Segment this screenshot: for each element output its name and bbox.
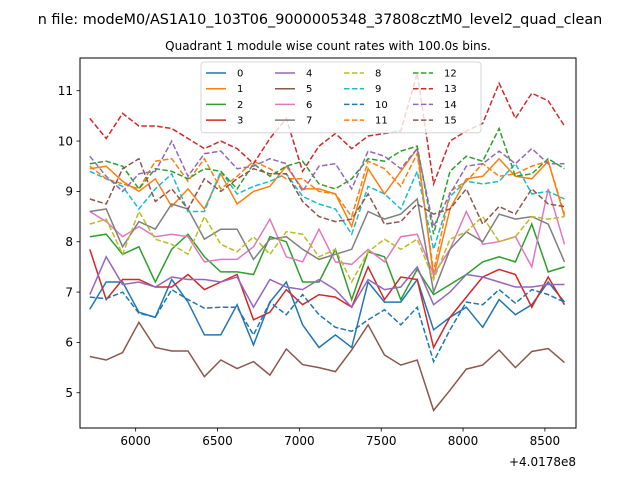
- x-tick-label: 6000: [120, 434, 151, 448]
- series-line-0: [89, 277, 566, 349]
- series-line-14: [89, 139, 565, 229]
- series-line-4: [89, 255, 565, 309]
- legend-label-12: 12: [444, 69, 457, 80]
- x-tick-label: 8000: [448, 434, 479, 448]
- legend-label-7: 7: [306, 116, 312, 127]
- y-tick-label: 6: [65, 336, 73, 350]
- x-axis: 6000 6500 7000 7500 8000 8500: [120, 428, 560, 448]
- x-tick-label: 7500: [366, 434, 397, 448]
- x-tick-label: 7000: [284, 434, 315, 448]
- legend-label-6: 6: [306, 100, 312, 111]
- y-tick-label: 10: [58, 134, 73, 148]
- plot-frame: [79, 57, 577, 429]
- y-axis: 5 6 7 8 9 10 11: [58, 84, 80, 400]
- legend-label-8: 8: [375, 69, 381, 80]
- series-line-12: [89, 126, 565, 235]
- legend-label-9: 9: [375, 84, 381, 95]
- series-line-5: [89, 320, 565, 412]
- legend-label-10: 10: [375, 100, 388, 111]
- series-layer: [89, 72, 566, 412]
- x-tick-label: 6500: [202, 434, 233, 448]
- legend-label-3: 3: [237, 116, 243, 127]
- legend-label-13: 13: [444, 84, 457, 95]
- legend-label-5: 5: [306, 84, 312, 95]
- x-axis-offset-label: +4.0178e8: [509, 455, 576, 469]
- figure-suptitle: n file: modeM0/AS1A10_103T06_9000005348_…: [38, 12, 603, 28]
- series-line-2: [89, 222, 565, 302]
- x-tick-label: 8500: [530, 434, 561, 448]
- legend-label-4: 4: [306, 69, 312, 80]
- legend-label-1: 1: [237, 84, 243, 95]
- y-tick-label: 7: [65, 285, 73, 299]
- y-tick-label: 5: [65, 386, 73, 400]
- chart-title: Quadrant 1 module wise count rates with …: [165, 39, 491, 53]
- legend-label-11: 11: [375, 116, 388, 127]
- series-line-1: [89, 146, 566, 278]
- series-line-10: [89, 288, 565, 364]
- legend-box: [200, 61, 482, 134]
- legend-label-14: 14: [444, 100, 457, 111]
- legend-label-0: 0: [237, 69, 243, 80]
- series-line-7: [89, 197, 566, 295]
- y-tick-label: 11: [58, 84, 73, 98]
- y-tick-label: 9: [65, 185, 73, 199]
- series-line-13: [89, 72, 566, 187]
- series-line-3: [89, 249, 566, 350]
- series-line-9: [89, 162, 565, 253]
- legend-label-15: 15: [444, 116, 457, 127]
- series-line-6: [89, 188, 566, 277]
- legend-label-2: 2: [237, 100, 243, 111]
- series-line-15: [89, 157, 565, 226]
- series-line-11: [89, 151, 566, 273]
- y-tick-label: 8: [65, 235, 73, 249]
